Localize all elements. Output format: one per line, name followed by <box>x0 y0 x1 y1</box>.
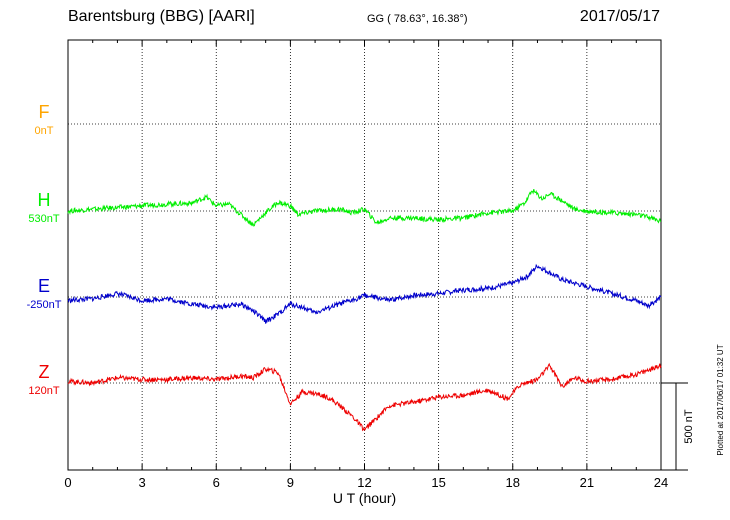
series-baseline-h: 530nT <box>28 213 59 225</box>
series-line-z <box>67 362 662 432</box>
series-label-z: Z <box>39 362 50 382</box>
series-label-h: H <box>38 190 51 210</box>
chart-date: 2017/05/17 <box>579 8 660 25</box>
x-axis-label: U T (hour) <box>333 490 396 506</box>
x-tick-label: 18 <box>506 475 520 490</box>
x-tick-label: 6 <box>213 475 220 490</box>
x-tick-label: 0 <box>64 475 71 490</box>
series-label-f: F <box>39 102 50 122</box>
x-tick-label: 9 <box>287 475 294 490</box>
plot-frame <box>67 39 662 471</box>
x-tick-label: 21 <box>580 475 594 490</box>
series-baseline-f: 0nT <box>35 125 54 137</box>
x-tick-label: 15 <box>431 475 445 490</box>
series-line-e <box>67 263 662 324</box>
plotted-at-note: Plotted at 2017/06/17 01:32 UT <box>716 344 725 455</box>
x-tick-label: 12 <box>357 475 371 490</box>
station-coordinates: GG ( 78.63°, 16.38°) <box>367 13 468 25</box>
scale-bar-label: 500 nT <box>683 409 695 444</box>
series-label-e: E <box>38 276 50 296</box>
chart-title: Barentsburg (BBG) [AARI] <box>68 8 255 25</box>
series-baseline-e: -250nT <box>27 299 62 311</box>
x-tick-label: 24 <box>654 475 668 490</box>
series-baseline-z: 120nT <box>28 385 59 397</box>
series-line-h <box>67 188 662 227</box>
x-tick-label: 3 <box>139 475 146 490</box>
